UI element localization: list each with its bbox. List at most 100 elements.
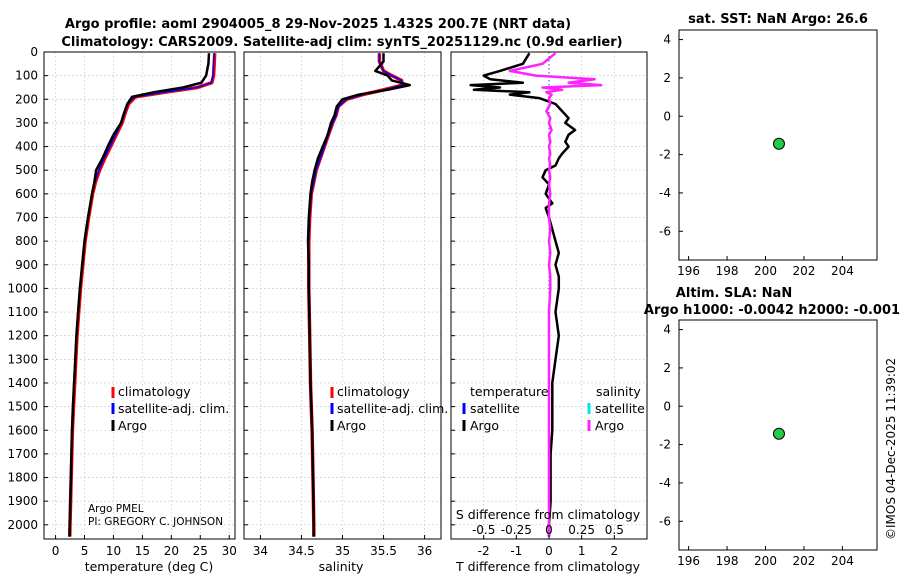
x-tick-label: 198 bbox=[716, 554, 739, 568]
depth-tick-label: 200 bbox=[15, 92, 38, 106]
temperature-diff-argo-line bbox=[469, 52, 577, 537]
temperature-legend: climatology satellite-adj. clim. Argo bbox=[111, 384, 229, 433]
main-title-line1: Argo profile: aoml 2904005_8 29-Nov-2025… bbox=[65, 17, 571, 32]
legend-sal-argo-label: Argo bbox=[595, 418, 624, 433]
x-tick-label: 0 bbox=[52, 544, 60, 558]
satellite-line bbox=[308, 53, 404, 537]
x-tick-label: 5 bbox=[81, 544, 89, 558]
legend-climatology-label: climatology bbox=[118, 384, 191, 399]
x-tick-label: 1 bbox=[578, 544, 586, 558]
t-difference-label: T difference from climatology bbox=[455, 559, 641, 574]
x-tick-label: 36 bbox=[417, 544, 432, 558]
x-tick-label: 10 bbox=[106, 544, 121, 558]
s-tick-label: 0.5 bbox=[605, 523, 624, 537]
x-tick-label: 0 bbox=[545, 544, 553, 558]
depth-tick-label: 500 bbox=[15, 163, 38, 177]
sla-panel: 196 198 200 202 204 4 2 0 -2 -4 -6 bbox=[659, 319, 878, 568]
legend-climatology-label: climatology bbox=[337, 384, 410, 399]
sla-axes-frame bbox=[678, 319, 878, 551]
legend-satellite-label: satellite-adj. clim. bbox=[118, 401, 229, 416]
legend-temp-argo-label: Argo bbox=[470, 418, 499, 433]
depth-tick-label: 1800 bbox=[7, 471, 38, 485]
x-tick-label: 202 bbox=[792, 264, 815, 278]
x-tick-label: 35 bbox=[335, 544, 350, 558]
salinity-legend: climatology satellite-adj. clim. Argo bbox=[330, 384, 448, 433]
argo-pmel-note: Argo PMEL bbox=[88, 503, 144, 515]
x-tick-label: 35.5 bbox=[370, 544, 397, 558]
x-tick-label: -2 bbox=[478, 544, 490, 558]
depth-tick-label: 600 bbox=[15, 187, 38, 201]
sst-title: sat. SST: NaN Argo: 26.6 bbox=[688, 12, 868, 27]
y-tick-label: 0 bbox=[663, 399, 671, 413]
x-tick-label: 34 bbox=[253, 544, 268, 558]
depth-tick-label: 1900 bbox=[7, 494, 38, 508]
depth-tick-label: 1700 bbox=[7, 447, 38, 461]
float-location-marker bbox=[772, 427, 785, 440]
legend-temperature-title: temperature bbox=[470, 384, 549, 399]
y-tick-label: -4 bbox=[659, 186, 671, 200]
temperature-x-label: temperature (deg C) bbox=[85, 559, 214, 574]
climatology-line bbox=[307, 53, 405, 537]
depth-tick-label: 1000 bbox=[7, 281, 38, 295]
y-tick-label: -2 bbox=[659, 148, 671, 162]
temperature-panel: 0 5 10 15 20 25 300100200300400500600700800900… bbox=[7, 45, 236, 574]
sst-axes-frame bbox=[678, 29, 878, 261]
s-tick-label: -0.25 bbox=[501, 523, 532, 537]
x-tick-label: 196 bbox=[677, 264, 700, 278]
depth-tick-label: 1300 bbox=[7, 352, 38, 366]
x-tick-label: 25 bbox=[193, 544, 208, 558]
y-tick-label: 4 bbox=[663, 33, 671, 47]
depth-tick-label: 0 bbox=[30, 45, 38, 59]
difference-panel: -2 -1 0 1 2 -0.5 -0.25 0 0.25 0.5 S difference fr… bbox=[450, 51, 648, 574]
float-location-marker bbox=[772, 137, 785, 150]
depth-tick-label: 400 bbox=[15, 140, 38, 154]
x-tick-label: 196 bbox=[677, 554, 700, 568]
temperature-axes-frame bbox=[43, 51, 236, 540]
legend-satellite-label: satellite-adj. clim. bbox=[337, 401, 448, 416]
sla-title-line1: Altim. SLA: NaN bbox=[676, 286, 792, 301]
x-tick-label: 15 bbox=[135, 544, 150, 558]
depth-tick-label: 300 bbox=[15, 116, 38, 130]
legend-temp-satellite-label: satellite bbox=[470, 401, 520, 416]
pi-name-note: PI: GREGORY C. JOHNSON bbox=[88, 516, 223, 528]
y-tick-label: 2 bbox=[663, 71, 671, 85]
y-tick-label: 2 bbox=[663, 361, 671, 375]
legend-argo-label: Argo bbox=[337, 418, 366, 433]
depth-tick-label: 800 bbox=[15, 234, 38, 248]
legend-sal-satellite-label: satellite bbox=[595, 401, 645, 416]
s-tick-label: -0.5 bbox=[472, 523, 495, 537]
argo-line bbox=[306, 53, 412, 537]
legend-argo-label: Argo bbox=[118, 418, 147, 433]
depth-tick-label: 1600 bbox=[7, 423, 38, 437]
depth-tick-label: 1100 bbox=[7, 305, 38, 319]
x-tick-label: 30 bbox=[222, 544, 237, 558]
s-tick-label: 0 bbox=[545, 523, 553, 537]
s-difference-label: S difference from climatology bbox=[456, 507, 641, 522]
argo-line bbox=[68, 53, 211, 537]
y-tick-label: -6 bbox=[659, 224, 671, 238]
legend-salinity-title: salinity bbox=[596, 384, 641, 399]
x-tick-label: 204 bbox=[831, 264, 854, 278]
sla-title-line2: Argo h1000: -0.0042 h2000: -0.001 bbox=[644, 303, 900, 318]
x-tick-label: 34.5 bbox=[288, 544, 315, 558]
satellite-line bbox=[68, 53, 215, 537]
depth-tick-label: 900 bbox=[15, 258, 38, 272]
imos-timestamp: ©IMOS 04-Dec-2025 11:39:02 bbox=[884, 358, 898, 540]
depth-tick-label: 1400 bbox=[7, 376, 38, 390]
depth-tick-label: 2000 bbox=[7, 518, 38, 532]
y-tick-label: 4 bbox=[663, 323, 671, 337]
depth-tick-label: 100 bbox=[15, 69, 38, 83]
y-tick-label: -2 bbox=[659, 438, 671, 452]
x-tick-label: -1 bbox=[510, 544, 522, 558]
y-tick-label: 0 bbox=[663, 109, 671, 123]
x-tick-label: 200 bbox=[754, 264, 777, 278]
x-tick-label: 2 bbox=[611, 544, 619, 558]
main-title-line2: Climatology: CARS2009. Satellite-adj cli… bbox=[61, 35, 622, 50]
y-tick-label: -4 bbox=[659, 476, 671, 490]
x-tick-label: 20 bbox=[164, 544, 179, 558]
s-tick-label: 0.25 bbox=[568, 523, 595, 537]
x-tick-label: 204 bbox=[831, 554, 854, 568]
salinity-panel: 34 34.5 35 35.5 36 salinity climatology sate… bbox=[243, 51, 448, 574]
difference-legend: temperature salinity satellite Argo sate… bbox=[462, 384, 645, 433]
